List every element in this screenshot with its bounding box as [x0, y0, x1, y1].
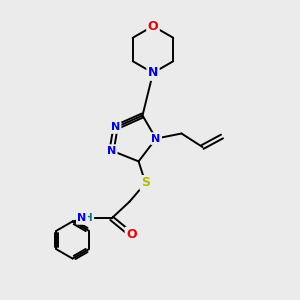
Text: N: N: [107, 146, 116, 156]
Text: O: O: [126, 228, 137, 241]
Text: N: N: [111, 122, 120, 133]
Text: N: N: [152, 134, 160, 144]
Text: N: N: [148, 66, 158, 80]
Text: N: N: [77, 213, 86, 224]
Text: S: S: [141, 176, 150, 190]
Text: H: H: [84, 213, 93, 224]
Text: O: O: [148, 20, 158, 33]
